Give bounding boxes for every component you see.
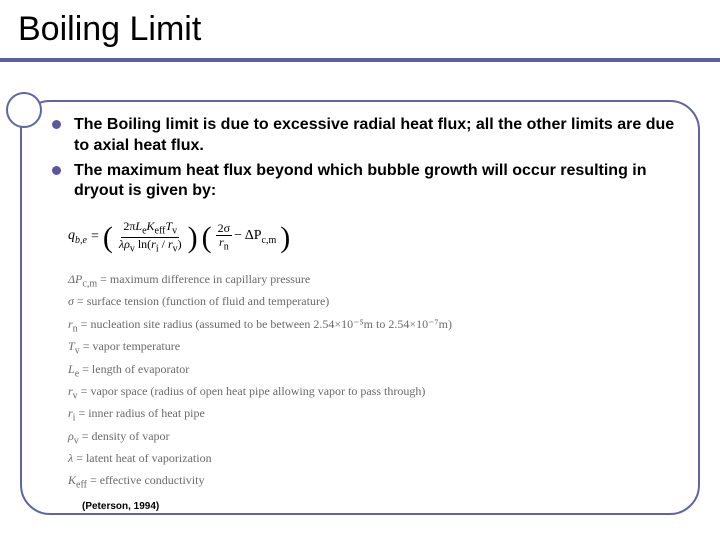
bullet-list: The Boiling limit is due to excessive ra… [52, 115, 682, 202]
citation: (Peterson, 1994) [82, 501, 159, 512]
definition-item: rv = vapor space (radius of open heat pi… [68, 382, 682, 403]
eq-fraction-1: 2πLeKeffTv λρv ln(ri / rv) [117, 220, 184, 254]
definition-item: σ = surface tension (function of fluid a… [68, 292, 682, 313]
eq-term-2: 2σ rn − ΔPc,m [216, 222, 277, 253]
definition-item: Keff = effective conductivity [68, 471, 682, 492]
eq-lhs: qb,e [68, 228, 87, 246]
equation: qb,e = ( 2πLeKeffTv λρv ln(ri / rv) ) ( … [68, 220, 682, 254]
bullet-item: The maximum heat flux beyond which bubbl… [52, 161, 682, 203]
paren-close-icon: ) [280, 224, 290, 251]
bullet-item: The Boiling limit is due to excessive ra… [52, 115, 682, 157]
definition-list: ΔPc,m = maximum difference in capillary … [68, 270, 682, 493]
paren-open-icon: ( [103, 224, 113, 251]
paren-close-icon: ) [188, 224, 198, 251]
definition-item: Tv = vapor temperature [68, 337, 682, 358]
definition-item: λ = latent heat of vaporization [68, 449, 682, 470]
paren-open-icon: ( [202, 224, 212, 251]
slide-title: Boiling Limit [18, 10, 720, 49]
definition-item: ρv = density of vapor [68, 427, 682, 448]
frame-corner-circle [6, 92, 42, 128]
definition-item: ΔPc,m = maximum difference in capillary … [68, 270, 682, 291]
eq-equals: = [91, 229, 99, 245]
definition-item: Le = length of evaporator [68, 360, 682, 381]
content-area: The Boiling limit is due to excessive ra… [52, 115, 682, 494]
definition-item: ri = inner radius of heat pipe [68, 404, 682, 425]
definition-item: rn = nucleation site radius (assumed to … [68, 315, 682, 336]
title-underline [0, 58, 720, 62]
